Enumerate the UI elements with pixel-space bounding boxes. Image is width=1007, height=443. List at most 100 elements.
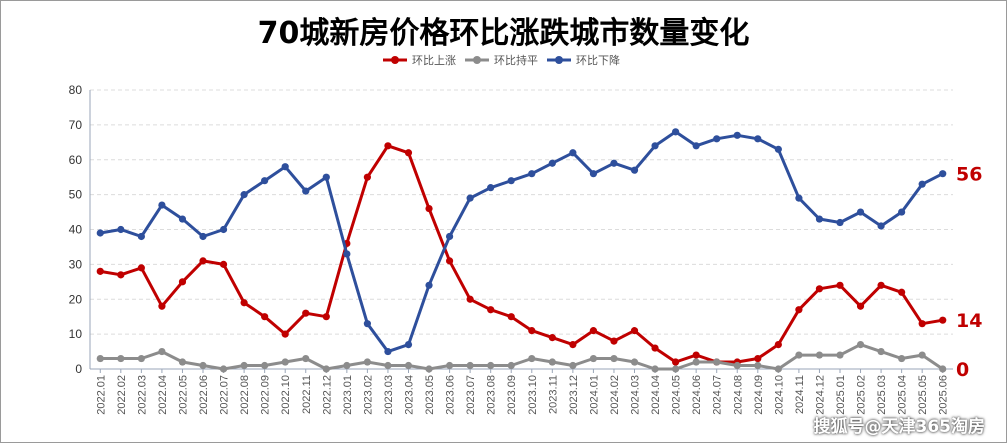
- legend-label: 环比下降: [576, 53, 620, 67]
- data-point: [795, 306, 803, 314]
- x-tick-label: 2024.04: [650, 375, 662, 415]
- data-point: [918, 180, 926, 188]
- data-point: [692, 358, 700, 366]
- series-group: [96, 128, 947, 373]
- data-point: [343, 250, 351, 258]
- data-point: [96, 354, 104, 363]
- y-tick-label: 50: [69, 188, 83, 202]
- x-tick-label: 2024.08: [732, 375, 744, 415]
- data-point: [939, 316, 947, 324]
- data-point: [199, 232, 207, 241]
- y-tick-label: 0: [75, 362, 82, 376]
- data-point: [918, 320, 926, 328]
- data-point: [589, 170, 598, 178]
- data-point: [692, 142, 700, 150]
- legend-marker: [473, 56, 481, 64]
- x-tick-label: 2023.09: [506, 375, 518, 415]
- data-point: [939, 365, 947, 373]
- x-tick-label: 2022.02: [116, 375, 128, 415]
- data-point: [754, 354, 762, 363]
- data-point: [384, 142, 392, 150]
- data-point: [466, 295, 474, 303]
- x-tick-label: 2023.11: [547, 375, 559, 414]
- data-point: [404, 149, 413, 157]
- grid-lines: [90, 89, 953, 335]
- data-point: [137, 354, 145, 363]
- data-point: [219, 260, 228, 268]
- x-tick-label: 2022.10: [280, 375, 292, 415]
- data-point: [261, 313, 269, 321]
- data-point: [219, 225, 228, 234]
- x-tick-label: 2022.06: [198, 375, 210, 415]
- data-point: [384, 347, 392, 356]
- x-tick-label: 2025.05: [917, 375, 929, 415]
- x-tick-label: 2024.11: [794, 375, 806, 414]
- data-point: [445, 257, 454, 265]
- y-tick-label: 10: [69, 327, 83, 341]
- data-point: [836, 281, 844, 289]
- data-point: [651, 142, 659, 150]
- data-point: [548, 334, 556, 342]
- y-tick-label: 40: [69, 223, 83, 237]
- data-point: [302, 309, 310, 317]
- data-point: [281, 163, 289, 171]
- x-tick-label: 2022.12: [321, 375, 333, 415]
- x-tick-label: 2023.10: [527, 375, 539, 415]
- data-point: [754, 361, 762, 370]
- data-point: [178, 358, 187, 366]
- data-point: [774, 340, 782, 349]
- x-tick-label: 2023.04: [403, 375, 415, 415]
- x-tick-label: 2024.03: [630, 375, 642, 415]
- data-point: [548, 358, 556, 366]
- data-point: [281, 330, 289, 338]
- data-point: [548, 159, 556, 167]
- x-tick-label: 2025.06: [938, 375, 950, 415]
- x-tick-label: 2023.08: [486, 375, 498, 415]
- data-point: [569, 361, 577, 370]
- data-point: [96, 229, 104, 237]
- data-point: [877, 222, 885, 230]
- x-tick-label: 2024.05: [671, 375, 683, 415]
- data-point: [199, 257, 207, 265]
- data-point: [815, 215, 824, 223]
- data-point: [425, 365, 433, 373]
- data-point: [528, 170, 536, 178]
- end-labels: 56 14 0: [956, 164, 982, 381]
- legend-label: 环比持平: [494, 53, 538, 67]
- data-point: [856, 340, 865, 349]
- x-tick-label: 2022.04: [157, 375, 169, 415]
- data-point: [630, 166, 639, 174]
- x-tick-label: 2023.02: [362, 375, 374, 415]
- data-point: [754, 135, 762, 143]
- data-point: [404, 340, 413, 349]
- data-point: [774, 145, 782, 153]
- data-point: [117, 271, 125, 279]
- x-tick-label: 2024.07: [712, 375, 724, 415]
- data-point: [610, 159, 618, 167]
- x-tick-label: 2025.01: [835, 375, 847, 415]
- data-point: [158, 201, 166, 209]
- data-point: [795, 194, 803, 202]
- data-point: [302, 354, 310, 363]
- data-point: [528, 354, 536, 363]
- data-point: [178, 278, 187, 286]
- y-tick-label: 20: [69, 292, 83, 306]
- data-point: [507, 177, 515, 185]
- data-point: [240, 191, 248, 199]
- x-tick-label: 2022.11: [301, 375, 313, 414]
- series-line-3: [100, 130, 944, 354]
- data-point: [137, 232, 145, 241]
- end-label: 56: [956, 164, 982, 186]
- data-point: [713, 358, 721, 366]
- x-tick-label: 2023.05: [424, 375, 436, 415]
- data-point: [672, 358, 680, 366]
- legend-marker: [555, 56, 563, 64]
- data-point: [610, 337, 618, 345]
- data-point: [384, 361, 392, 370]
- x-tick-label: 2023.06: [445, 375, 457, 415]
- y-tick-label: 80: [69, 83, 83, 97]
- data-point: [918, 351, 926, 359]
- data-point: [713, 135, 721, 143]
- chart-title: 70城新房价格环比涨跌城市数量变化: [257, 16, 750, 51]
- x-tick-label: 2022.01: [95, 375, 107, 415]
